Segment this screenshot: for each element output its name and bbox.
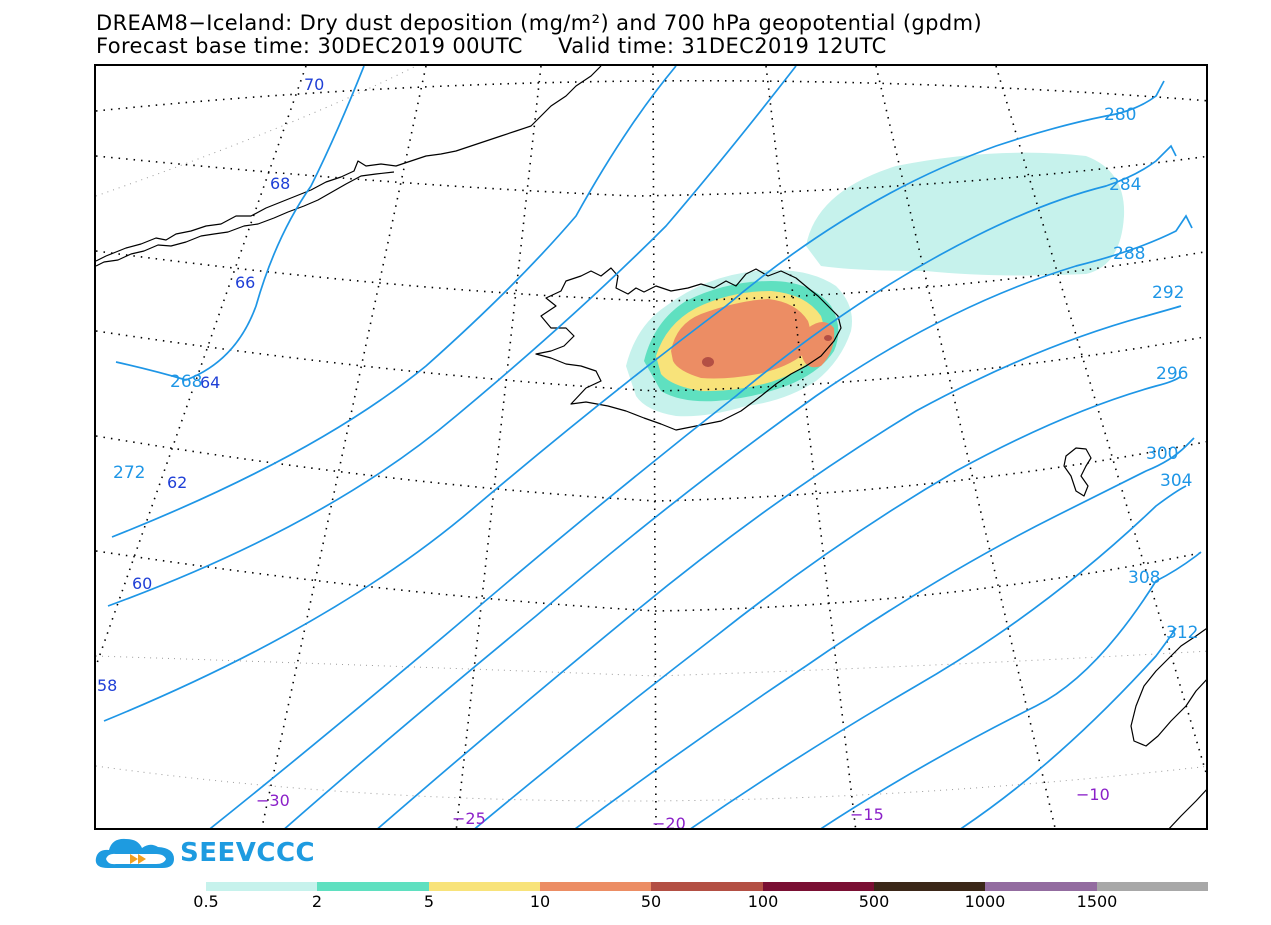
- dust-deposition-shading: [626, 152, 1125, 417]
- colorbar-legend: [206, 882, 1208, 891]
- coastlines: [96, 66, 1206, 828]
- longitude-label: −25: [452, 809, 486, 828]
- contour-label: 304: [1160, 471, 1192, 491]
- legend-label: 10: [529, 892, 551, 911]
- contour-label: 268: [170, 372, 202, 392]
- greenland-coast: [96, 66, 602, 262]
- latitude-label: 62: [167, 473, 187, 492]
- legend-swatch: [762, 882, 874, 891]
- latitude-label: 60: [132, 574, 152, 593]
- latitude-label: 66: [235, 273, 255, 292]
- geopotential-labels: 268 272 280 284 288 292 296 300 304 308 …: [113, 105, 1198, 643]
- greenland-coast-inner: [96, 171, 395, 267]
- dust-area-offshore-east: [806, 152, 1125, 276]
- legend-label: 5: [423, 892, 435, 911]
- contour-288: [284, 214, 1193, 828]
- contour-label: 280: [1104, 105, 1136, 125]
- contour-label: 292: [1152, 283, 1184, 303]
- map-title: DREAM8−Iceland: Dry dust deposition (mg/…: [96, 11, 983, 35]
- geopotential-contours: [103, 66, 1202, 828]
- contour-296: [474, 375, 1182, 828]
- contour-272: [111, 66, 677, 538]
- latitude-labels: 70 68 66 64 62 60 58: [97, 75, 324, 695]
- longitude-label: −30: [256, 791, 290, 810]
- contour-268: [115, 66, 365, 381]
- longitude-line: [652, 66, 657, 828]
- legend-swatch: [651, 882, 763, 891]
- contour-label: 312: [1166, 623, 1198, 643]
- faroe-islands-coast: [1063, 447, 1092, 497]
- latitude-line: [96, 330, 1206, 392]
- contour-280: [103, 80, 1165, 722]
- contour-label: 288: [1113, 244, 1145, 264]
- legend-swatch: [985, 882, 1097, 891]
- longitude-label: −20: [652, 814, 686, 830]
- legend-label: 1000: [964, 892, 1006, 911]
- contour-label: 296: [1156, 364, 1188, 384]
- legend-label: 0.5: [193, 892, 219, 911]
- legend-swatch: [317, 882, 429, 891]
- legend-label: 100: [747, 892, 779, 911]
- contour-312: [960, 627, 1177, 828]
- longitude-line: [455, 66, 542, 828]
- latitude-circles: [96, 79, 1206, 612]
- latitude-line: [96, 250, 1206, 302]
- map-canvas: 70 68 66 64 62 60 58 −30 −25 −20 −15 −10…: [96, 66, 1206, 830]
- latitude-line: [96, 550, 1206, 612]
- latitude-label: 70: [304, 75, 324, 94]
- contour-304: [690, 485, 1187, 828]
- dust-area-level-50: [824, 335, 832, 341]
- longitude-line: [261, 66, 427, 828]
- contour-276: [107, 66, 797, 607]
- iceland-coast: [535, 267, 842, 431]
- contour-292: [377, 305, 1182, 828]
- norway-coast: [1130, 628, 1206, 747]
- legend-label: 500: [858, 892, 890, 911]
- contour-284: [209, 144, 1177, 828]
- legend-swatch: [539, 882, 652, 891]
- latitude-label: 64: [200, 373, 220, 392]
- outer-graticule-line: [96, 765, 1206, 802]
- legend-swatch: [428, 882, 540, 891]
- map-panel: 70 68 66 64 62 60 58 −30 −25 −20 −15 −10…: [94, 64, 1208, 830]
- longitude-meridians: [96, 66, 1206, 828]
- contour-label: 300: [1146, 444, 1178, 464]
- longitude-labels: −30 −25 −20 −15 −10: [256, 785, 1110, 830]
- map-subtitle-times: Forecast base time: 30DEC2019 00UTC Vali…: [96, 34, 887, 58]
- latitude-line: [96, 155, 1206, 197]
- longitude-line: [995, 66, 1206, 776]
- legend-label: 50: [640, 892, 662, 911]
- latitude-label: 58: [97, 676, 117, 695]
- legend-swatch: [206, 882, 318, 891]
- legend-label: 2: [311, 892, 323, 911]
- contour-308: [820, 551, 1202, 828]
- outer-graticule: [96, 66, 1206, 802]
- longitude-line: [96, 66, 307, 667]
- longitude-label: −15: [850, 805, 884, 824]
- longitude-line: [765, 66, 857, 828]
- contour-label: 284: [1109, 175, 1141, 195]
- longitude-label: −10: [1076, 785, 1110, 804]
- legend-swatch: [873, 882, 986, 891]
- seevccc-logo: SEEVCCC: [94, 834, 315, 872]
- contour-300: [574, 437, 1195, 828]
- contour-label: 308: [1128, 568, 1160, 588]
- cloud-logo-icon: [95, 838, 174, 868]
- latitude-label: 68: [270, 174, 290, 193]
- dust-area-level-50: [702, 357, 714, 367]
- logo-text: SEEVCCC: [180, 838, 316, 868]
- dust-area-level-10-east: [802, 322, 835, 368]
- legend-label: 1500: [1076, 892, 1118, 911]
- outer-graticule-line: [96, 650, 1206, 677]
- scotland-coast: [1168, 789, 1206, 828]
- legend-swatch: [1096, 882, 1208, 891]
- contour-label: 272: [113, 463, 145, 483]
- outer-graticule-line: [96, 66, 417, 197]
